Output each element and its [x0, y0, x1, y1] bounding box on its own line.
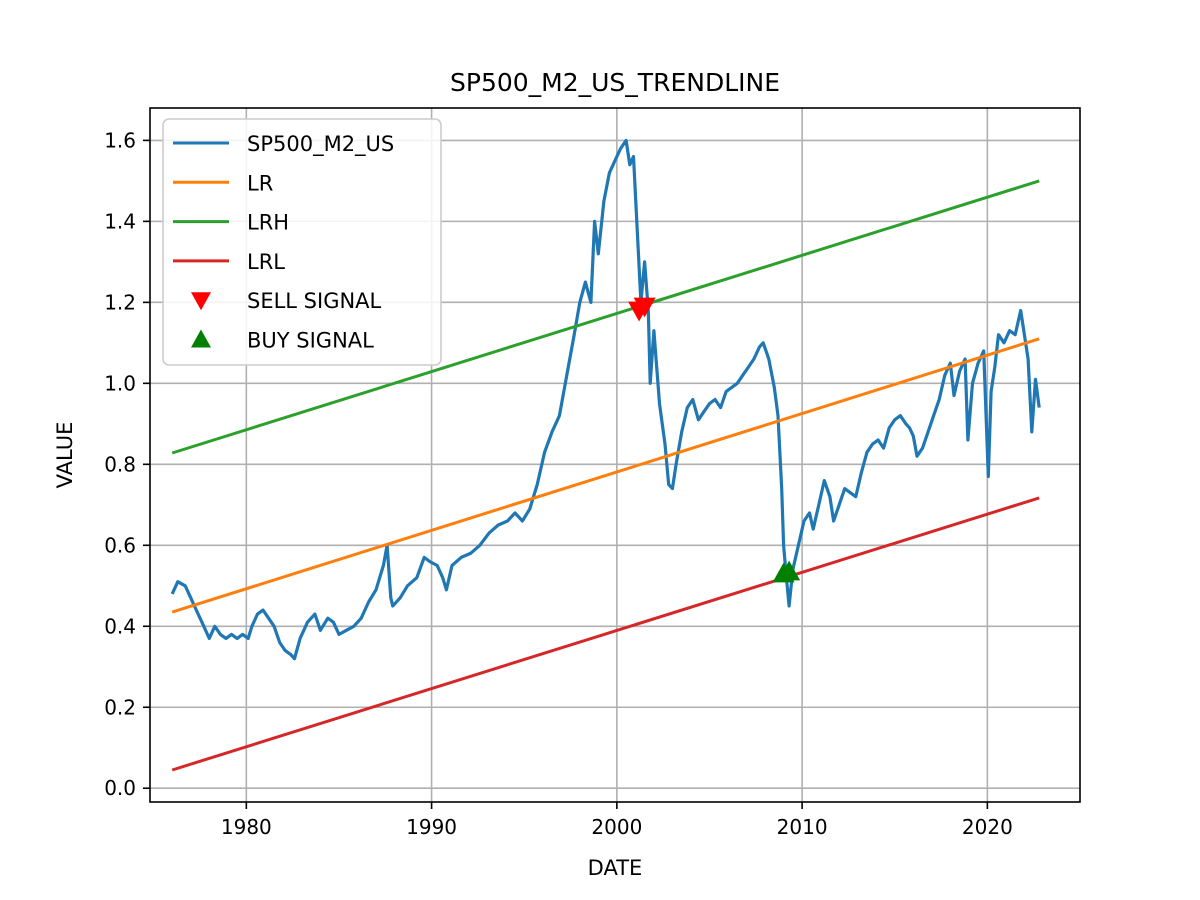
buy-signal-marker	[778, 560, 801, 581]
legend-label-sell-signal: SELL SIGNAL	[247, 289, 382, 313]
legend: SP500_M2_US LR LRH LRL SELL SIGNAL BUY SIGNAL	[162, 118, 442, 366]
y-tick-label: 1.2	[104, 290, 136, 314]
series-line-sp500-m2-us	[170, 138, 1041, 661]
y-tick-label: 0.8	[104, 452, 136, 476]
sell-signal-marker	[633, 297, 656, 318]
series-line-lrl	[171, 496, 1040, 772]
legend-label-lrh: LRH	[247, 211, 289, 235]
legend-label-sp500-m2-us: SP500_M2_US	[247, 132, 394, 157]
x-tick-label: 2020	[962, 815, 1013, 839]
y-tick-label: 0.0	[104, 776, 136, 800]
y-tick-label: 0.4	[104, 614, 136, 638]
axes-ticks: 1980 1990 2000 2010 2020 0.0 0.2 0.4 0.6 0.8 1.0 1.…	[104, 128, 1013, 839]
x-tick-label: 2000	[591, 815, 642, 839]
series-line-lrh	[171, 179, 1040, 455]
x-tick-label: 1990	[406, 815, 457, 839]
y-tick-label: 1.6	[104, 128, 136, 152]
x-axis-label: DATE	[588, 856, 643, 880]
x-tick-label: 1980	[221, 815, 272, 839]
y-tick-label: 0.6	[104, 533, 136, 557]
y-axis-label: VALUE	[53, 422, 77, 489]
plot-area	[170, 138, 1041, 772]
legend-swatch-buy-signal	[191, 329, 211, 348]
y-tick-label: 1.4	[104, 209, 136, 233]
chart-title: SP500_M2_US_TRENDLINE	[450, 68, 780, 97]
legend-box	[162, 118, 442, 366]
legend-label-lr: LR	[247, 171, 273, 195]
legend-label-lrl: LRL	[247, 250, 285, 274]
series-line-lr	[171, 337, 1040, 614]
y-tick-label: 0.2	[104, 695, 136, 719]
plot-frame	[149, 107, 1081, 803]
y-tick-label: 1.0	[104, 371, 136, 395]
legend-label-buy-signal: BUY SIGNAL	[247, 329, 374, 353]
x-tick-label: 2010	[777, 815, 828, 839]
legend-swatch-sell-signal	[191, 292, 211, 311]
